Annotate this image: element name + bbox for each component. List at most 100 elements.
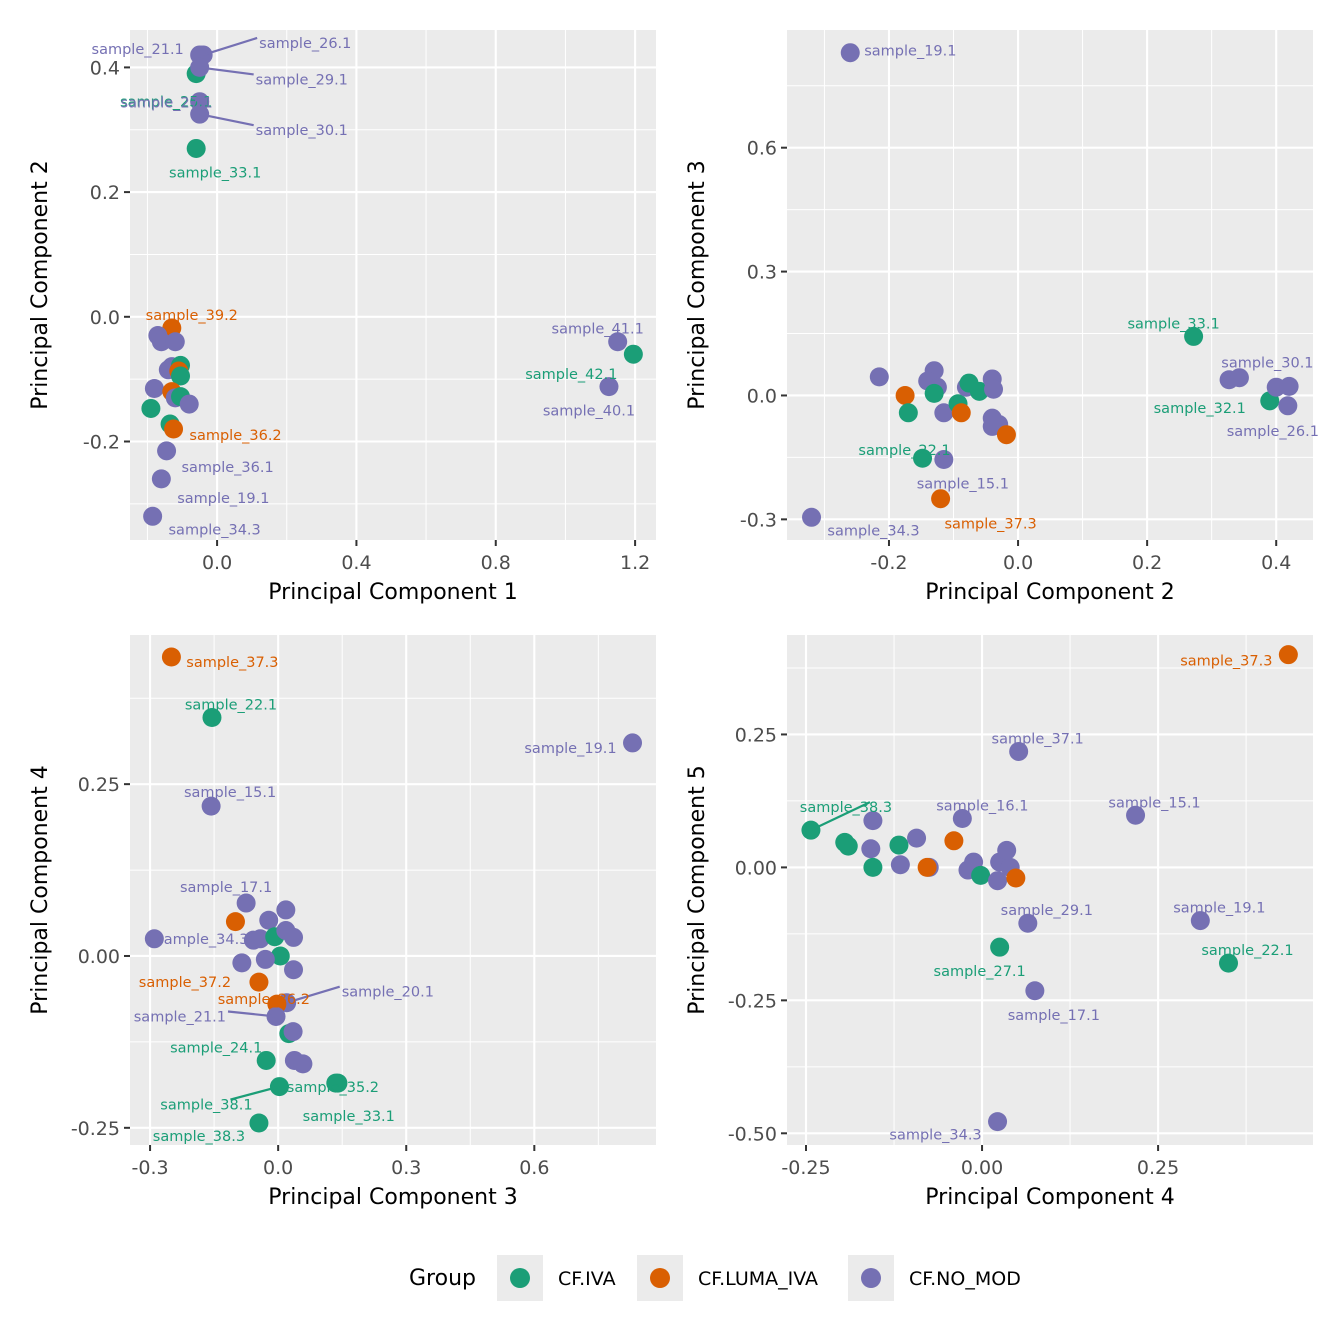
data-point[interactable] — [1219, 953, 1239, 973]
data-point[interactable] — [990, 937, 1010, 957]
point-label: sample_37.1 — [992, 731, 1084, 747]
data-point[interactable] — [898, 403, 918, 423]
panel-background — [787, 30, 1313, 540]
legend-title: Group — [409, 1266, 476, 1291]
data-point[interactable] — [971, 865, 991, 885]
data-point[interactable] — [144, 929, 164, 949]
point-label: sample_32.1 — [1154, 401, 1246, 417]
data-point[interactable] — [249, 972, 269, 992]
data-point[interactable] — [164, 419, 184, 439]
data-point[interactable] — [276, 900, 296, 920]
data-point[interactable] — [1025, 981, 1045, 1001]
data-point[interactable] — [1229, 368, 1249, 388]
data-point[interactable] — [890, 855, 910, 875]
data-point[interactable] — [326, 1073, 346, 1093]
data-point[interactable] — [840, 43, 860, 63]
legend: Group CF.IVA CF.LUMA_IVA CF.NO_MOD — [409, 1255, 1021, 1301]
data-point[interactable] — [931, 489, 951, 509]
data-point[interactable] — [889, 835, 909, 855]
x-tick-label: 0.2 — [1132, 552, 1162, 574]
data-point[interactable] — [232, 953, 252, 973]
data-point[interactable] — [895, 385, 915, 405]
data-point[interactable] — [151, 469, 171, 489]
data-point[interactable] — [1009, 741, 1029, 761]
data-point[interactable] — [907, 828, 927, 848]
data-point[interactable] — [143, 506, 163, 526]
data-point[interactable] — [952, 808, 972, 828]
data-point[interactable] — [161, 647, 181, 667]
label-leader-line — [810, 801, 871, 832]
data-point[interactable] — [225, 912, 245, 932]
data-point[interactable] — [201, 796, 221, 816]
data-point[interactable] — [141, 398, 161, 418]
data-point[interactable] — [988, 1112, 1008, 1132]
data-point[interactable] — [934, 403, 954, 423]
label-leader-line — [286, 985, 341, 1004]
data-point[interactable] — [861, 839, 881, 859]
data-point[interactable] — [256, 1050, 276, 1070]
data-point[interactable] — [179, 394, 199, 414]
data-point[interactable] — [1184, 326, 1204, 346]
label-leader-line — [199, 113, 254, 127]
data-point[interactable] — [863, 811, 883, 831]
data-point[interactable] — [151, 332, 171, 352]
data-point[interactable] — [969, 381, 989, 401]
data-point[interactable] — [259, 910, 279, 930]
point-label: sample_34.3 — [827, 523, 919, 539]
legend-entry-cf-luma-iva[interactable]: CF.LUMA_IVA — [637, 1255, 818, 1301]
data-point[interactable] — [249, 1113, 269, 1133]
data-point[interactable] — [913, 448, 933, 468]
point-label: sample_36.1 — [181, 460, 273, 476]
data-point[interactable] — [1018, 913, 1038, 933]
data-point[interactable] — [623, 733, 643, 753]
data-point[interactable] — [293, 1054, 313, 1074]
y-axis-title: Principal Component 2 — [28, 160, 53, 409]
x-tick-label: -0.25 — [781, 1157, 830, 1179]
x-tick-label: 0.6 — [519, 1157, 549, 1179]
data-point[interactable] — [802, 507, 822, 527]
data-point[interactable] — [236, 893, 256, 913]
data-point[interactable] — [996, 425, 1016, 445]
data-point[interactable] — [250, 929, 270, 949]
point-label: sample_36.2 — [189, 428, 281, 444]
legend-entry-cf-iva[interactable]: CF.IVA — [497, 1255, 616, 1301]
data-point[interactable] — [608, 332, 628, 352]
data-point[interactable] — [202, 707, 222, 727]
data-point[interactable] — [599, 377, 619, 397]
data-point[interactable] — [997, 840, 1017, 860]
data-point[interactable] — [838, 836, 858, 856]
data-point[interactable] — [623, 344, 643, 364]
point-label: sample_38.3 — [800, 800, 892, 816]
data-point[interactable] — [1006, 868, 1026, 888]
point-label: sample_34.3 — [156, 932, 248, 948]
point-label: sample_17.1 — [180, 880, 272, 896]
data-point[interactable] — [171, 366, 191, 386]
data-point[interactable] — [1279, 376, 1299, 396]
y-axis-title: Principal Component 5 — [685, 765, 710, 1014]
point-labels: sample_21.1 sample_26.1sample_25.1sample_… — [92, 36, 644, 538]
data-point[interactable] — [157, 441, 177, 461]
data-point[interactable] — [144, 378, 164, 398]
data-point[interactable] — [284, 927, 304, 947]
data-point[interactable] — [1278, 645, 1298, 665]
data-point[interactable] — [934, 449, 954, 469]
data-point[interactable] — [186, 138, 206, 158]
data-point[interactable] — [1190, 911, 1210, 931]
data-point[interactable] — [283, 1022, 303, 1042]
data-point[interactable] — [255, 949, 275, 969]
data-point[interactable] — [924, 383, 944, 403]
data-point[interactable] — [988, 871, 1008, 891]
data-point[interactable] — [270, 946, 290, 966]
data-point[interactable] — [165, 332, 185, 352]
data-point[interactable] — [917, 857, 937, 877]
data-point[interactable] — [984, 379, 1004, 399]
data-point[interactable] — [284, 960, 304, 980]
legend-entry-cf-no-mod[interactable]: CF.NO_MOD — [848, 1255, 1021, 1301]
data-point[interactable] — [1278, 396, 1298, 416]
point-labels: sample_19.1 sample_22.1 sample_15.1 sample_… — [827, 44, 1319, 540]
data-point[interactable] — [1126, 805, 1146, 825]
data-point[interactable] — [951, 403, 971, 423]
data-point[interactable] — [863, 857, 883, 877]
data-point[interactable] — [944, 831, 964, 851]
data-point[interactable] — [869, 367, 889, 387]
